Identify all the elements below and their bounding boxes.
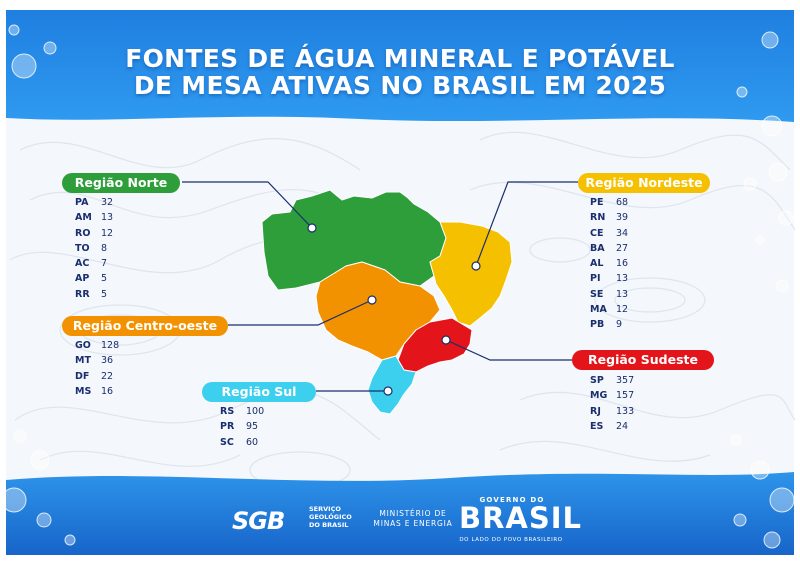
list-item: BA 27	[590, 242, 629, 254]
sul-region	[367, 355, 417, 415]
title-line-1: FONTES DE ÁGUA MINERAL E POTÁVEL	[125, 44, 675, 73]
list-item: SC 60	[220, 436, 259, 448]
sgb-line-3: DO BRASIL	[309, 521, 349, 529]
sudeste-region	[397, 317, 473, 373]
list-item: RN 39	[590, 212, 629, 224]
gov-logo-tagline: DO LADO DO POVO BRASILEIRO	[459, 537, 563, 543]
title-line-2: DE MESA ATIVAS NO BRASIL EM 2025	[133, 71, 667, 100]
gov-logo-top: GOVERNO DO	[479, 496, 545, 504]
list-item: ES 24	[590, 420, 629, 432]
list-item: GO 128	[75, 340, 120, 351]
nordeste-region	[429, 221, 513, 327]
top-banner	[6, 10, 794, 122]
region-list-centro-oeste: GO 128 MT 36 DF 22 MS 16	[75, 338, 119, 399]
region-label-sudeste: Região Sudeste	[572, 350, 714, 370]
list-item: RS 100	[220, 406, 265, 417]
brazil-map	[261, 189, 513, 415]
list-item: PB 9	[590, 319, 623, 331]
list-item: PA 32	[75, 197, 114, 208]
list-item: RJ 133	[590, 405, 635, 417]
region-label-sul: Região Sul	[202, 382, 316, 402]
list-item: CE 34	[590, 227, 629, 239]
list-item: PI 13	[590, 273, 629, 285]
list-item: RR 5	[75, 288, 108, 300]
mme-line-1: MINISTÉRIO DE	[379, 509, 447, 518]
region-list-sul: RS 100 PR 95 SC 60	[220, 404, 264, 450]
list-item: AM 13	[75, 212, 114, 224]
region-list-nordeste: PE 68 RN 39 CE 34 BA 27 AL 16 PI 13 SE 13 MA 12 …	[590, 195, 628, 333]
bottom-banner	[6, 472, 794, 555]
gov-logo-main: BRASIL	[459, 501, 583, 535]
contour-pattern	[9, 131, 796, 489]
list-item: MG 157	[590, 390, 635, 402]
list-item: SE 13	[590, 288, 629, 300]
region-list-sudeste: SP 357 MG 157 RJ 133 ES 24	[590, 373, 634, 434]
list-item: SP 357	[590, 375, 635, 386]
list-item: AP 5	[75, 273, 108, 285]
sgb-logo-text: SERVIÇO GEOLÓGICO DO BRASIL	[309, 505, 352, 529]
region-label-norte: Região Norte	[62, 173, 180, 193]
list-item: PE 68	[590, 197, 629, 208]
list-item: AC 7	[75, 258, 108, 270]
region-label-nordeste: Região Nordeste	[578, 173, 710, 193]
mme-line-2: MINAS E ENERGIA	[373, 519, 453, 528]
leader-lines	[182, 181, 578, 396]
region-label-centro-oeste: Região Centro-oeste	[62, 316, 228, 336]
list-item: PR 95	[220, 421, 259, 433]
region-list-norte: PA 32 AM 13 RO 12 TO 8 AC 7 AP 5 RR 5	[75, 195, 113, 302]
mme-logo: MINISTÉRIO DE MINAS E ENERGIA	[368, 509, 458, 529]
sgb-line-1: SERVIÇO	[309, 505, 341, 513]
sgb-logo: SGB	[232, 507, 285, 535]
list-item: AL 16	[590, 258, 629, 270]
bubbles-decoration	[1, 24, 795, 549]
list-item: DF 22	[75, 370, 114, 382]
list-item: MS 16	[75, 385, 114, 397]
list-item: MT 36	[75, 355, 114, 367]
sgb-line-2: GEOLÓGICO	[309, 513, 352, 521]
list-item: MA 12	[590, 304, 629, 316]
list-item: TO 8	[75, 242, 108, 254]
list-item: RO 12	[75, 227, 114, 239]
